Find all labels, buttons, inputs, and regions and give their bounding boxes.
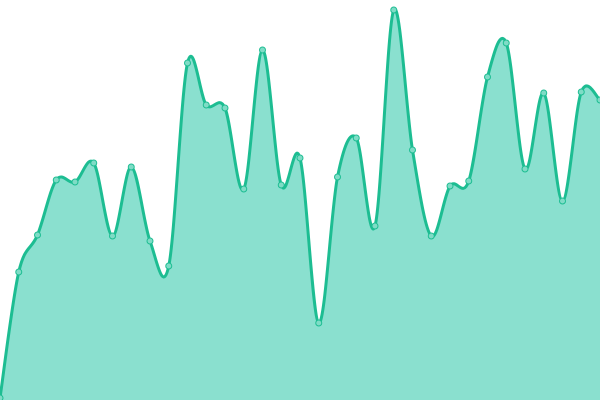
data-point [484, 73, 491, 81]
data-point [596, 96, 600, 104]
data-point [259, 46, 266, 54]
data-points [0, 6, 600, 400]
data-point [409, 146, 416, 154]
area-fill [0, 9, 600, 400]
data-point [240, 185, 248, 193]
data-point [15, 268, 23, 276]
data-point [334, 173, 341, 181]
data-point [71, 178, 79, 186]
data-point [202, 101, 210, 109]
data-point [127, 163, 135, 171]
data-point [184, 59, 191, 67]
data-point [577, 88, 585, 96]
data-point [502, 39, 510, 47]
data-point [0, 394, 4, 400]
data-point [521, 165, 529, 173]
data-point [465, 177, 473, 185]
data-point [352, 134, 360, 142]
data-point [540, 89, 548, 97]
data-point [427, 232, 435, 240]
data-point [446, 182, 454, 190]
data-point [559, 197, 566, 205]
data-point [390, 6, 398, 14]
data-point [165, 262, 173, 270]
data-point [52, 176, 60, 184]
data-point [109, 232, 116, 240]
data-point [34, 231, 41, 239]
data-point [315, 319, 323, 327]
data-point [90, 159, 98, 167]
data-point [296, 154, 304, 162]
data-point [277, 181, 285, 189]
data-point [221, 104, 229, 112]
data-point [371, 222, 379, 230]
data-point [146, 237, 154, 245]
